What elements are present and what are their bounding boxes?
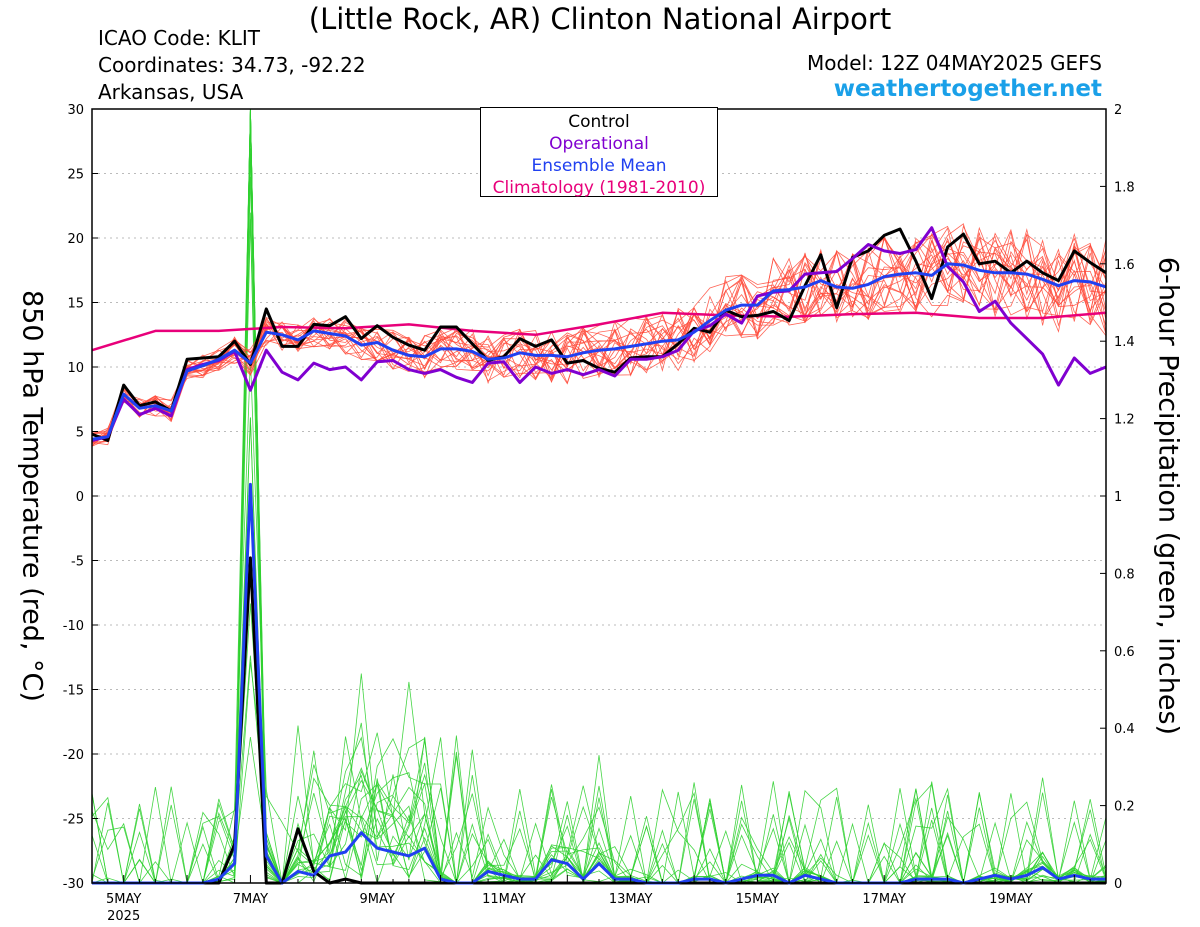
temp-member-line (91, 232, 1107, 447)
coordinates-label: Coordinates: 34.73, -92.22 (98, 53, 366, 77)
y-tick-label: -10 (63, 619, 84, 634)
chart-title: (Little Rock, AR) Clinton National Airpo… (308, 2, 892, 36)
legend-control: Control (568, 112, 630, 132)
ensemble-mean-precip-line (92, 482, 1106, 885)
legend-operational: Operational (549, 134, 649, 154)
y-tick-label: 30 (67, 103, 84, 118)
x-tick-label: 9MAY (360, 892, 395, 907)
legend-ensemble-mean: Ensemble Mean (531, 156, 667, 176)
y-tick-label: 15 (67, 297, 84, 312)
x-tick-label: 7MAY (233, 892, 268, 907)
y2-tick-label: 2 (1114, 103, 1122, 118)
y2-tick-label: 0.2 (1114, 800, 1135, 815)
x-tick-label: 11MAY (482, 892, 526, 907)
y-axis-right-label: 6-hour Precipitation (green, inches) (1152, 256, 1184, 736)
y2-tick-label: 1 (1114, 490, 1122, 505)
y-axis-left-label: 850 hPa Temperature (red, °C) (16, 290, 48, 702)
y-tick-label: 25 (67, 168, 84, 183)
y2-tick-label: 0 (1114, 877, 1122, 892)
temp-member-line (91, 232, 1107, 437)
x-tick-label: 19MAY (989, 892, 1033, 907)
x-tick-label: 17MAY (862, 892, 906, 907)
y2-tick-label: 0.6 (1114, 645, 1135, 660)
model-run-label: Model: 12Z 04MAY2025 GEFS (807, 51, 1102, 75)
ensemble-mean-line (91, 262, 1107, 441)
y-tick-label: -25 (63, 813, 84, 828)
site-link[interactable]: weathertogether.net (833, 76, 1102, 102)
legend: Control Operational Ensemble Mean Climat… (480, 107, 718, 198)
x-tick-label: 15MAY (736, 892, 780, 907)
y-tick-label: -5 (71, 555, 84, 570)
region-label: Arkansas, USA (98, 80, 244, 104)
legend-climatology: Climatology (1981-2010) (492, 178, 706, 198)
y2-tick-label: 1.6 (1114, 258, 1135, 273)
x-tick-label: 13MAY (609, 892, 653, 907)
y-tick-label: -15 (63, 684, 84, 699)
y-tick-label: -20 (63, 748, 84, 763)
y2-tick-label: 1.8 (1114, 180, 1135, 195)
precip-member-line (92, 737, 1107, 885)
y2-tick-label: 0.4 (1114, 722, 1135, 737)
y-tick-label: 5 (76, 426, 84, 441)
icao-code-label: ICAO Code: KLIT (98, 26, 260, 50)
y-tick-label: 10 (67, 361, 84, 376)
x-tick-label: 5MAY (106, 892, 141, 907)
y-tick-label: 0 (76, 490, 84, 505)
precip-member-line (91, 108, 1107, 885)
climatology-line (91, 311, 1107, 352)
y-tick-label: -30 (63, 877, 84, 892)
y2-tick-label: 1.4 (1114, 335, 1135, 350)
temp-member-line (91, 231, 1107, 443)
y2-tick-label: 1.2 (1114, 413, 1135, 428)
y-tick-label: 20 (67, 232, 84, 247)
x-tick-sublabel: 2025 (107, 909, 140, 924)
temp-member-line (91, 242, 1107, 444)
y2-tick-label: 0.8 (1114, 567, 1135, 582)
operational-line (91, 226, 1107, 442)
